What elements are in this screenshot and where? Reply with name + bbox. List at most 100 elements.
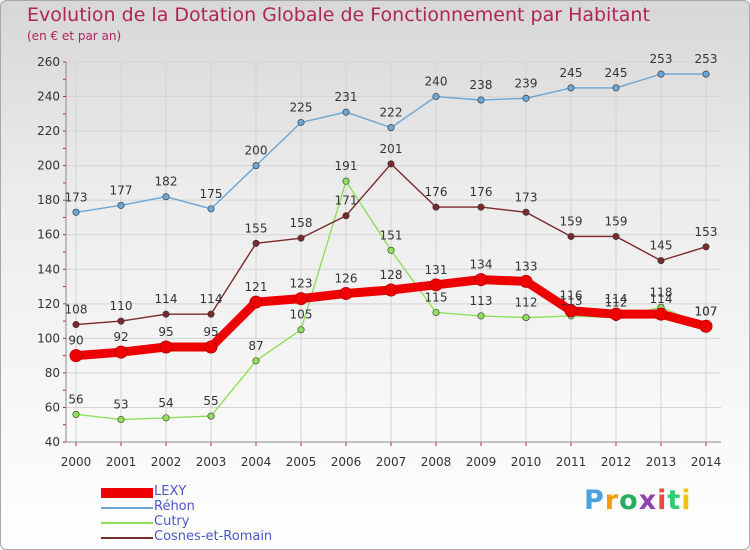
point-lexy — [519, 274, 533, 288]
data-label-lexy: 107 — [695, 304, 718, 318]
data-label-cutry: 87 — [248, 339, 263, 353]
data-label-cosnes-et-romain: 145 — [650, 239, 673, 253]
point-r-hon — [702, 70, 710, 78]
point-r-hon — [522, 94, 530, 102]
data-label-cutry: 112 — [515, 296, 538, 310]
data-label-cosnes-et-romain: 114 — [200, 292, 223, 306]
point-r-hon — [252, 162, 260, 170]
data-label-cutry: 105 — [290, 308, 313, 322]
data-label-r-hon: 175 — [200, 187, 223, 201]
logo-letter: t — [667, 485, 682, 516]
legend-item-r-hon: Réhon — [101, 499, 341, 515]
legend-swatch — [101, 522, 153, 524]
data-label-cosnes-et-romain: 176 — [470, 185, 493, 199]
legend-item-cosnes-et-romain: Cosnes-et-Romain — [101, 529, 341, 545]
data-label-cosnes-et-romain: 173 — [515, 190, 538, 204]
y-tick-label: 60 — [45, 400, 60, 414]
data-label-r-hon: 238 — [470, 78, 493, 92]
data-label-r-hon: 200 — [245, 144, 268, 158]
axes: 40 60 80 100 120 140 160 180 200 220 240 260 2000 200… — [37, 55, 721, 469]
series-layer — [69, 70, 713, 424]
y-tick-label: 180 — [37, 193, 60, 207]
point-lexy — [294, 292, 308, 306]
data-label-cutry: 56 — [68, 392, 83, 406]
point-cutry — [72, 410, 80, 418]
point-lexy — [429, 278, 443, 292]
point-r-hon — [162, 193, 170, 201]
point-lexy — [384, 283, 398, 297]
point-cosnes-et-romain — [162, 310, 170, 318]
data-label-r-hon: 245 — [605, 66, 628, 80]
data-label-cosnes-et-romain: 155 — [245, 221, 268, 235]
point-cutry — [117, 416, 125, 424]
logo-letter: r — [604, 485, 620, 516]
x-tick-label: 2012 — [601, 455, 632, 469]
point-lexy — [564, 304, 578, 318]
data-label-cutry: 118 — [650, 285, 673, 299]
data-label-cosnes-et-romain: 108 — [65, 303, 88, 317]
point-cosnes-et-romain — [72, 321, 80, 329]
point-cutry — [342, 177, 350, 185]
data-label-cutry: 53 — [113, 398, 128, 412]
point-lexy — [609, 307, 623, 321]
data-label-cutry: 112 — [605, 296, 628, 310]
x-tick-label: 2014 — [691, 455, 722, 469]
y-tick-label: 120 — [37, 297, 60, 311]
point-cosnes-et-romain — [522, 208, 530, 216]
point-cutry — [387, 246, 395, 254]
point-cosnes-et-romain — [432, 203, 440, 211]
data-label-lexy: 95 — [158, 325, 173, 339]
data-label-r-hon: 240 — [425, 75, 448, 89]
data-label-cutry: 151 — [380, 228, 403, 242]
point-r-hon — [207, 205, 215, 213]
point-lexy — [204, 340, 218, 354]
point-lexy — [249, 295, 263, 309]
point-lexy — [114, 345, 128, 359]
data-label-lexy: 90 — [68, 334, 83, 348]
x-tick-label: 2007 — [376, 455, 407, 469]
data-label-cosnes-et-romain: 159 — [560, 214, 583, 228]
point-r-hon — [657, 70, 665, 78]
point-cosnes-et-romain — [657, 257, 665, 265]
data-label-lexy: 92 — [113, 330, 128, 344]
point-cosnes-et-romain — [567, 232, 575, 240]
x-tick-label: 2002 — [151, 455, 182, 469]
logo-letter: x — [638, 485, 658, 516]
data-label-r-hon: 225 — [290, 100, 313, 114]
data-label-cosnes-et-romain: 158 — [290, 216, 313, 230]
legend-label: Cosnes-et-Romain — [154, 529, 273, 544]
y-tick-label: 140 — [37, 262, 60, 276]
point-cosnes-et-romain — [252, 239, 260, 247]
x-tick-label: 2004 — [241, 455, 272, 469]
data-label-cosnes-et-romain: 176 — [425, 185, 448, 199]
x-tick-label: 2010 — [511, 455, 542, 469]
point-r-hon — [612, 84, 620, 92]
point-cosnes-et-romain — [387, 160, 395, 168]
data-label-r-hon: 253 — [695, 52, 718, 66]
data-label-cutry: 115 — [425, 290, 448, 304]
point-cosnes-et-romain — [477, 203, 485, 211]
data-label-lexy: 131 — [425, 263, 448, 277]
data-label-r-hon: 177 — [110, 183, 133, 197]
data-label-cutry: 55 — [203, 394, 218, 408]
data-label-lexy: 126 — [335, 271, 358, 285]
x-tick-label: 2006 — [331, 455, 362, 469]
x-tick-label: 2011 — [556, 455, 587, 469]
y-tick-label: 80 — [45, 366, 60, 380]
point-r-hon — [72, 208, 80, 216]
data-label-r-hon: 245 — [560, 66, 583, 80]
x-tick-label: 2009 — [466, 455, 497, 469]
point-cutry — [522, 314, 530, 322]
point-r-hon — [477, 96, 485, 104]
data-label-cutry: 191 — [335, 159, 358, 173]
data-label-cutry: 54 — [158, 396, 173, 410]
point-cosnes-et-romain — [117, 317, 125, 325]
legend-swatch — [101, 537, 153, 539]
y-tick-label: 100 — [37, 331, 60, 345]
data-label-r-hon: 231 — [335, 90, 358, 104]
data-label-lexy: 128 — [380, 268, 403, 282]
data-label-cosnes-et-romain: 201 — [380, 142, 403, 156]
logo-letter: i — [657, 485, 668, 516]
point-lexy — [474, 273, 488, 287]
